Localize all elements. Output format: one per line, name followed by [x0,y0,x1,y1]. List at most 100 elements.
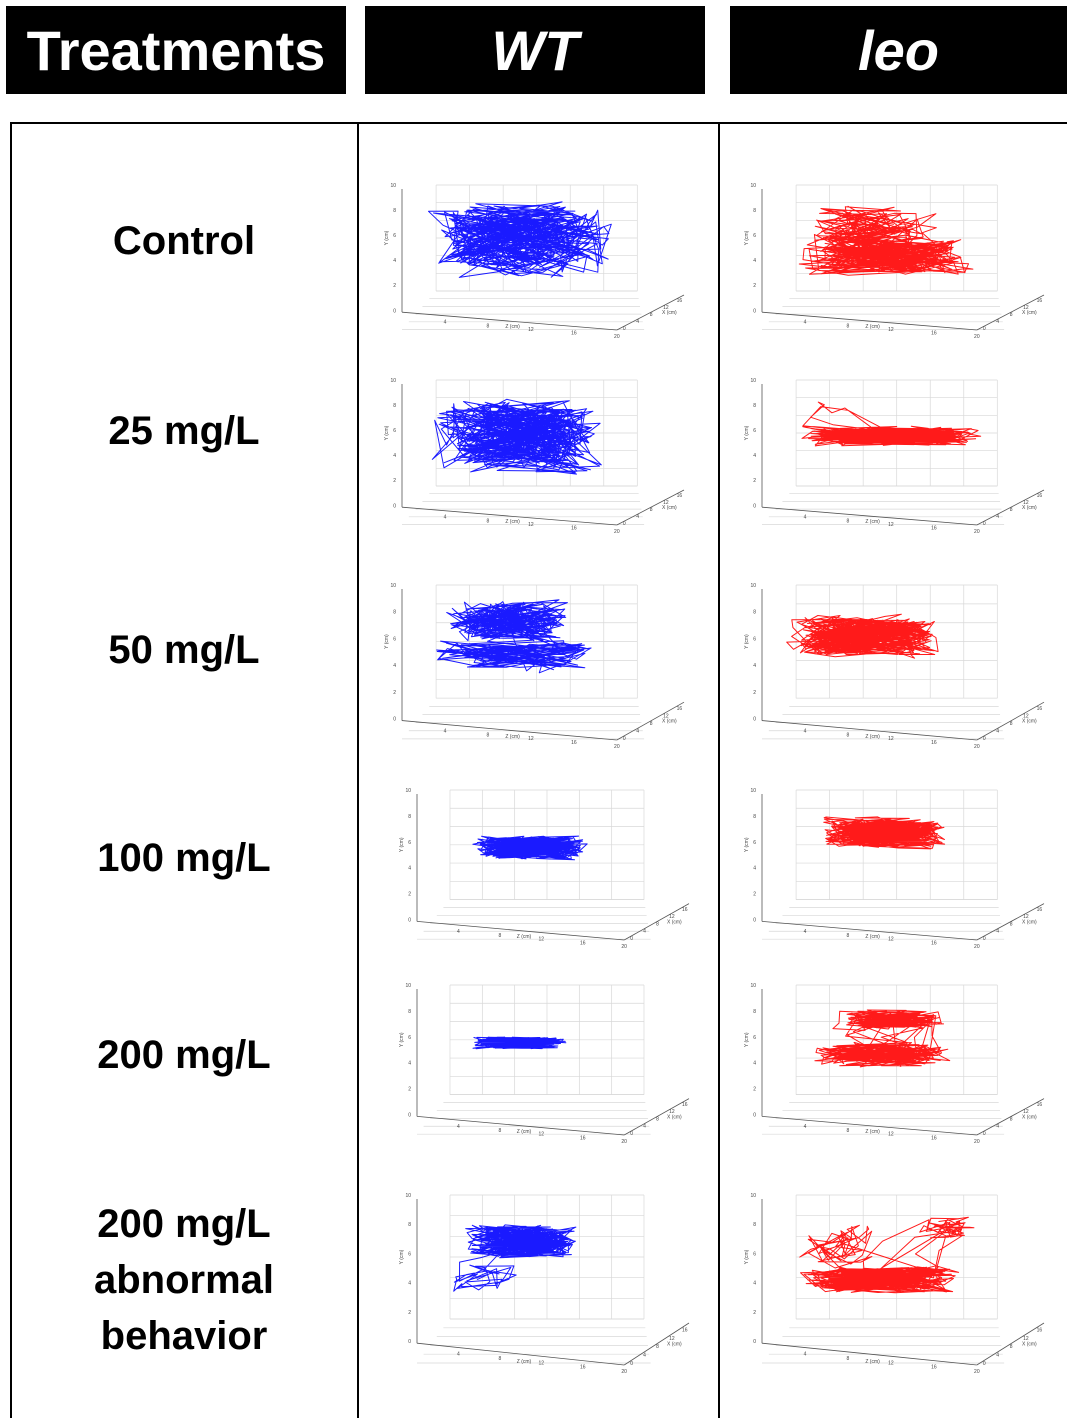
svg-text:20: 20 [974,334,980,340]
svg-text:4: 4 [393,663,396,669]
svg-text:0: 0 [393,503,396,509]
svg-text:10: 10 [750,183,756,189]
svg-text:16: 16 [571,740,577,746]
svg-text:20: 20 [614,529,620,535]
svg-text:8: 8 [498,1128,501,1134]
svg-text:6: 6 [408,1251,411,1257]
svg-text:8: 8 [1010,507,1013,513]
svg-text:X (cm): X (cm) [1022,1114,1037,1120]
svg-text:16: 16 [1037,1327,1043,1333]
svg-text:4: 4 [643,1353,646,1359]
swim-trajectory-path [431,398,602,475]
svg-text:8: 8 [498,933,501,939]
svg-text:12: 12 [528,736,534,742]
svg-text:4: 4 [636,319,639,325]
row-label-control: Control [112,219,256,263]
row-label-50: 50 mg/L [108,628,260,672]
swim-trajectory-path [823,816,946,850]
svg-text:10: 10 [750,1193,756,1199]
svg-text:4: 4 [636,514,639,520]
svg-text:20: 20 [974,1139,980,1145]
svg-text:6: 6 [753,1251,756,1257]
header-wt: WT [365,6,705,94]
svg-text:0: 0 [983,936,986,942]
svg-text:12: 12 [1023,1109,1029,1115]
svg-text:0: 0 [983,326,986,332]
svg-text:16: 16 [1037,1102,1043,1108]
svg-text:4: 4 [753,258,756,264]
svg-text:8: 8 [847,518,850,524]
svg-text:Y (cm): Y (cm) [744,634,750,649]
svg-text:16: 16 [682,1102,688,1108]
svg-text:20: 20 [614,334,620,340]
svg-text:20: 20 [621,944,627,950]
svg-text:16: 16 [677,298,683,304]
svg-text:0: 0 [753,308,756,314]
svg-text:Y (cm): Y (cm) [384,634,390,649]
svg-text:Z (cm): Z (cm) [865,934,880,940]
svg-text:4: 4 [753,866,756,872]
svg-text:6: 6 [393,636,396,642]
svg-text:12: 12 [539,937,545,943]
svg-text:8: 8 [408,814,411,820]
svg-text:Z (cm): Z (cm) [517,1359,532,1365]
svg-text:12: 12 [663,305,669,311]
svg-text:2: 2 [753,690,756,696]
svg-text:12: 12 [1023,713,1029,719]
svg-text:12: 12 [663,500,669,506]
svg-text:12: 12 [888,1360,894,1366]
svg-text:0: 0 [753,1339,756,1345]
svg-text:20: 20 [621,1369,627,1375]
svg-text:8: 8 [847,933,850,939]
svg-text:0: 0 [753,917,756,923]
svg-text:Z (cm): Z (cm) [505,324,520,330]
svg-text:4: 4 [444,728,447,734]
svg-text:0: 0 [623,736,626,742]
svg-text:10: 10 [750,583,756,589]
svg-text:20: 20 [621,1139,627,1145]
svg-text:X (cm): X (cm) [1022,719,1037,725]
svg-text:8: 8 [656,1116,659,1122]
svg-text:2: 2 [753,892,756,898]
svg-text:4: 4 [408,1281,411,1287]
svg-text:Y (cm): Y (cm) [384,425,390,440]
svg-text:0: 0 [753,717,756,723]
svg-text:8: 8 [753,814,756,820]
svg-text:8: 8 [753,1222,756,1228]
svg-text:12: 12 [1023,500,1029,506]
header-leo: leo [730,6,1067,94]
svg-text:10: 10 [750,983,756,989]
swim-trajectory-path [798,205,974,276]
svg-text:10: 10 [750,378,756,384]
svg-text:Z (cm): Z (cm) [517,1129,532,1135]
svg-text:12: 12 [528,522,534,528]
svg-text:4: 4 [393,453,396,459]
svg-text:12: 12 [528,327,534,333]
row-label-100: 100 mg/L [97,836,271,880]
svg-text:12: 12 [669,1336,675,1342]
svg-text:10: 10 [390,378,396,384]
svg-text:6: 6 [408,1035,411,1041]
svg-text:12: 12 [888,327,894,333]
svg-text:16: 16 [931,1135,937,1141]
column-divider-2 [718,122,720,1418]
svg-text:6: 6 [753,840,756,846]
svg-text:2: 2 [753,1310,756,1316]
row-label-200-abnormal: 200 mg/L abnormal behavior [93,1202,275,1358]
svg-text:0: 0 [983,736,986,742]
swim-trajectory-path [453,1224,577,1292]
svg-text:4: 4 [996,929,999,935]
svg-text:8: 8 [487,518,490,524]
svg-text:4: 4 [804,1124,807,1130]
svg-text:16: 16 [931,940,937,946]
svg-text:0: 0 [630,936,633,942]
